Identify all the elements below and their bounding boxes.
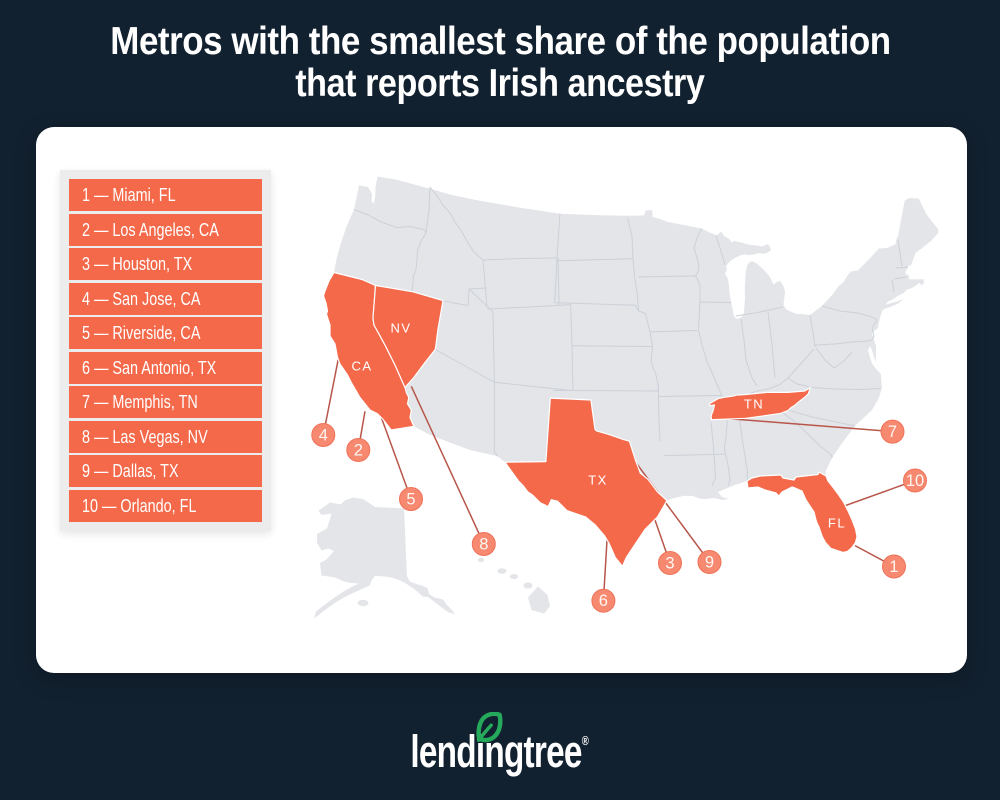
svg-text:3: 3: [665, 555, 674, 573]
svg-text:5: 5: [406, 491, 415, 509]
svg-text:6: 6: [599, 592, 608, 610]
svg-text:TX: TX: [588, 473, 608, 488]
svg-text:9: 9: [705, 554, 714, 572]
svg-text:2: 2: [354, 442, 363, 460]
svg-text:4: 4: [319, 427, 328, 445]
svg-text:FL: FL: [828, 516, 846, 531]
svg-text:7: 7: [888, 423, 897, 441]
svg-text:CA: CA: [351, 359, 372, 374]
svg-text:NV: NV: [390, 321, 411, 336]
svg-text:8: 8: [479, 536, 488, 554]
svg-text:TN: TN: [744, 397, 764, 412]
svg-text:1: 1: [889, 558, 898, 576]
svg-text:10: 10: [906, 472, 924, 490]
